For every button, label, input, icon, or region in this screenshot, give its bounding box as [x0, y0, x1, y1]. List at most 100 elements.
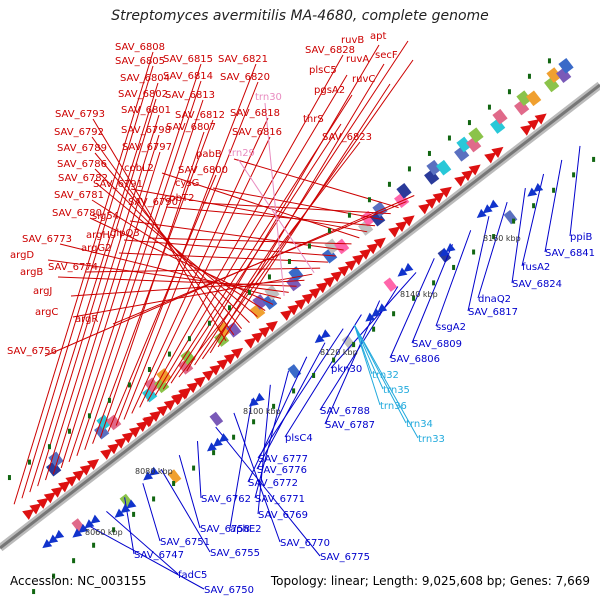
feature-block[interactable] — [48, 451, 64, 468]
reverse-gene-arrow[interactable] — [212, 437, 223, 447]
gene-label[interactable]: SAV_6823 — [322, 132, 372, 143]
gene-label[interactable]: argC — [35, 307, 58, 318]
gene-label[interactable]: SAV_6755 — [210, 548, 260, 559]
gene-label[interactable]: SAV_6816 — [232, 127, 282, 138]
gene-label[interactable]: ruvC — [352, 74, 375, 85]
gene-label[interactable]: SAV_6769 — [258, 510, 308, 521]
gene-label[interactable]: SAV_6821 — [218, 54, 268, 65]
feature-block[interactable] — [178, 359, 194, 375]
gene-label[interactable]: SAV_6758 — [200, 524, 250, 535]
gene-label[interactable]: SAV_6781 — [54, 190, 104, 201]
forward-gene-arrow[interactable] — [65, 475, 78, 487]
feature-block[interactable] — [546, 67, 562, 83]
feature-block[interactable] — [396, 182, 412, 199]
forward-gene-arrow[interactable] — [308, 287, 322, 299]
feature-block[interactable] — [383, 277, 398, 292]
reverse-gene-arrow[interactable] — [72, 528, 83, 538]
reverse-gene-arrow[interactable] — [90, 514, 101, 524]
gene-label[interactable]: SAV_6814 — [163, 71, 213, 82]
forward-gene-arrow[interactable] — [43, 492, 56, 504]
forward-gene-arrow[interactable] — [484, 152, 497, 164]
gene-label[interactable]: SAV_6820 — [220, 72, 270, 83]
forward-gene-arrow[interactable] — [72, 470, 85, 482]
reverse-gene-arrow[interactable] — [114, 508, 125, 518]
feature-block[interactable] — [96, 414, 112, 431]
reverse-gene-arrow[interactable] — [397, 267, 408, 277]
reverse-gene-arrow[interactable] — [84, 519, 95, 529]
forward-gene-arrow[interactable] — [230, 347, 244, 359]
gene-label[interactable]: aphE2 — [230, 524, 262, 535]
gene-label[interactable]: pgsA2 — [314, 85, 345, 96]
gene-label[interactable]: apt — [370, 31, 386, 42]
reverse-gene-arrow[interactable] — [377, 303, 388, 313]
forward-gene-arrow[interactable] — [265, 320, 278, 333]
trna-label[interactable]: trn32 — [372, 370, 399, 381]
feature-block[interactable] — [252, 294, 268, 310]
feature-block[interactable] — [514, 99, 530, 116]
forward-gene-arrow[interactable] — [223, 353, 236, 365]
gene-label[interactable]: SAV_6828 — [305, 45, 355, 56]
gene-label[interactable]: argG2 — [81, 243, 112, 254]
reverse-gene-arrow[interactable] — [476, 208, 487, 218]
reverse-gene-arrow[interactable] — [42, 539, 53, 549]
forward-gene-arrow[interactable] — [202, 370, 215, 382]
forward-gene-arrow[interactable] — [301, 293, 314, 305]
reverse-gene-arrow[interactable] — [248, 397, 259, 407]
feature-block[interactable] — [526, 90, 542, 107]
gene-label[interactable]: cobL2 — [124, 163, 154, 174]
forward-gene-arrow[interactable] — [79, 464, 92, 476]
feature-block[interactable] — [490, 118, 506, 134]
gene-label[interactable]: SAV_6807 — [166, 122, 216, 133]
gene-label[interactable]: SAV_6789 — [57, 143, 107, 154]
reverse-gene-arrow[interactable] — [218, 433, 229, 443]
feature-block[interactable] — [516, 90, 532, 106]
reverse-gene-arrow[interactable] — [206, 442, 217, 452]
gene-label[interactable]: SAV_6792 — [54, 127, 104, 138]
forward-gene-arrow[interactable] — [244, 337, 257, 349]
forward-gene-arrow[interactable] — [100, 448, 113, 460]
gene-label[interactable]: pabB — [196, 149, 222, 160]
forward-gene-arrow[interactable] — [316, 282, 329, 294]
forward-gene-arrow[interactable] — [527, 119, 540, 131]
forward-gene-arrow[interactable] — [432, 192, 445, 204]
forward-gene-arrow[interactable] — [128, 426, 142, 438]
forward-gene-arrow[interactable] — [454, 175, 467, 187]
forward-gene-arrow[interactable] — [258, 326, 271, 338]
reverse-gene-arrow[interactable] — [365, 312, 376, 322]
forward-gene-arrow[interactable] — [287, 304, 300, 316]
forward-gene-arrow[interactable] — [156, 405, 169, 417]
forward-gene-arrow[interactable] — [29, 503, 42, 515]
feature-block[interactable] — [106, 414, 122, 431]
forward-gene-arrow[interactable] — [425, 197, 438, 209]
gene-label[interactable]: argR — [75, 314, 98, 325]
feature-block[interactable] — [492, 108, 508, 125]
gene-label[interactable]: SAV_6773 — [22, 234, 72, 245]
gene-label[interactable]: SAV_6793 — [55, 109, 105, 120]
feature-block[interactable] — [558, 57, 574, 74]
gene-label[interactable]: fadC5 — [178, 570, 207, 581]
forward-gene-arrow[interactable] — [149, 410, 162, 422]
reverse-gene-arrow[interactable] — [527, 187, 538, 197]
gene-label[interactable]: SAV_6770 — [280, 538, 330, 549]
gene-label[interactable]: SAV_6772 — [248, 478, 298, 489]
gene-label[interactable]: ppiB — [570, 232, 592, 243]
gene-label[interactable]: cobT2 — [164, 193, 194, 204]
gene-label[interactable]: thrS — [303, 114, 324, 125]
gene-label[interactable]: glpQ3 — [110, 228, 140, 239]
reverse-gene-arrow[interactable] — [78, 523, 89, 533]
trna-label[interactable]: trn30 — [255, 92, 282, 103]
feature-block[interactable] — [287, 364, 302, 379]
forward-gene-arrow[interactable] — [114, 437, 127, 449]
gene-label[interactable]: ruvB — [341, 35, 364, 46]
forward-gene-arrow[interactable] — [373, 237, 386, 249]
gene-label[interactable]: SAV_6824 — [512, 279, 562, 290]
feature-block[interactable] — [358, 220, 374, 236]
gene-label[interactable]: SAV_6774 — [48, 262, 98, 273]
forward-gene-arrow[interactable] — [294, 298, 307, 310]
reverse-gene-arrow[interactable] — [120, 504, 131, 514]
gene-label[interactable]: SAV_6747 — [134, 550, 184, 561]
reverse-gene-arrow[interactable] — [482, 204, 493, 214]
reverse-gene-arrow[interactable] — [314, 333, 325, 343]
feature-block[interactable] — [142, 386, 158, 403]
